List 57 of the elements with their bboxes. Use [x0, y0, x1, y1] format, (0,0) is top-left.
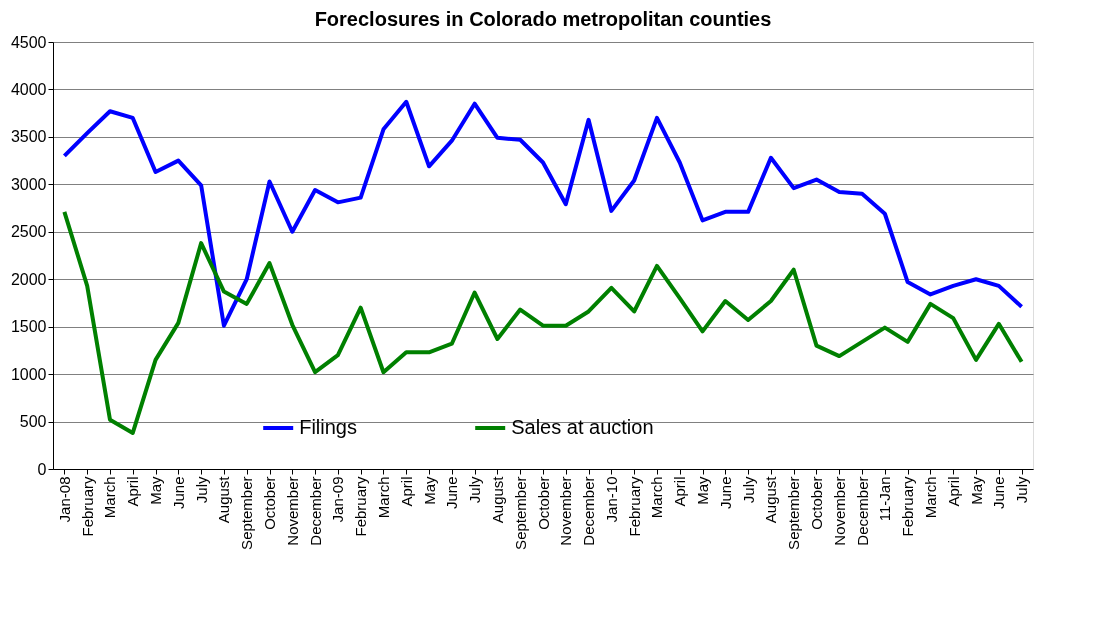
x-tick-label: March — [101, 476, 119, 519]
y-tick-label: 2000 — [10, 270, 47, 288]
x-tick-label: September — [785, 476, 803, 550]
x-tick-label: December — [580, 476, 598, 546]
x-tick-label: August — [762, 475, 780, 524]
x-tick-label: July — [1013, 476, 1031, 504]
x-tick-label: February — [625, 476, 643, 537]
x-tick-label: November — [830, 476, 848, 546]
x-tick-label: September — [238, 476, 256, 550]
x-tick-label: 11-Jan — [876, 476, 894, 522]
x-tick-label: August — [215, 475, 233, 524]
x-tick-label: June — [169, 476, 187, 510]
x-tick-label: March — [648, 476, 666, 519]
x-tick-label: April — [397, 476, 415, 507]
y-tick-label: 3000 — [10, 175, 47, 193]
x-tick-label: June — [716, 476, 734, 510]
x-tick-label: Jan-09 — [329, 476, 347, 523]
legend-label: Filings — [299, 416, 357, 438]
x-tick-label: July — [466, 476, 484, 504]
x-tick-label: April — [671, 476, 689, 507]
x-tick-label: May — [694, 476, 712, 505]
x-tick-label: October — [261, 476, 279, 530]
x-tick-label: April — [124, 476, 142, 507]
legend-label: Sales at auction — [511, 416, 654, 438]
x-tick-label: June — [443, 476, 461, 510]
x-tick-label: February — [78, 476, 96, 537]
x-tick-label: July — [192, 476, 210, 504]
x-tick-label: November — [557, 476, 575, 546]
x-tick-label: Jan-08 — [55, 476, 73, 523]
x-tick-label: February — [899, 476, 917, 537]
x-tick-label: April — [944, 476, 962, 507]
y-tick-label: 2500 — [10, 223, 47, 241]
x-tick-label: June — [990, 476, 1008, 510]
x-tick-label: May — [420, 476, 438, 505]
x-tick-label: May — [967, 476, 985, 505]
x-tick-label: December — [853, 476, 871, 546]
chart-title: Foreclosures in Colorado metropolitan counties — [314, 8, 772, 30]
x-tick-label: December — [306, 476, 324, 546]
y-tick-label: 500 — [19, 413, 47, 431]
x-tick-label: October — [534, 476, 552, 530]
x-tick-label: August — [488, 475, 506, 524]
y-tick-label: 4500 — [10, 33, 47, 51]
x-tick-label: March — [374, 476, 392, 519]
x-tick-label: November — [283, 476, 301, 546]
x-tick-label: October — [807, 476, 825, 530]
x-tick-label: February — [352, 476, 370, 537]
x-tick-label: March — [921, 476, 939, 519]
y-tick-label: 1000 — [10, 365, 47, 383]
x-tick-label: May — [147, 476, 165, 505]
x-tick-label: Jan-10 — [602, 476, 620, 523]
x-tick-label: July — [739, 476, 757, 504]
x-tick-label: September — [511, 476, 529, 550]
y-tick-label: 0 — [37, 460, 47, 478]
y-tick-label: 4000 — [10, 80, 47, 98]
y-tick-label: 1500 — [10, 318, 47, 336]
y-tick-label: 3500 — [10, 128, 47, 146]
line-series — [62, 99, 1024, 328]
